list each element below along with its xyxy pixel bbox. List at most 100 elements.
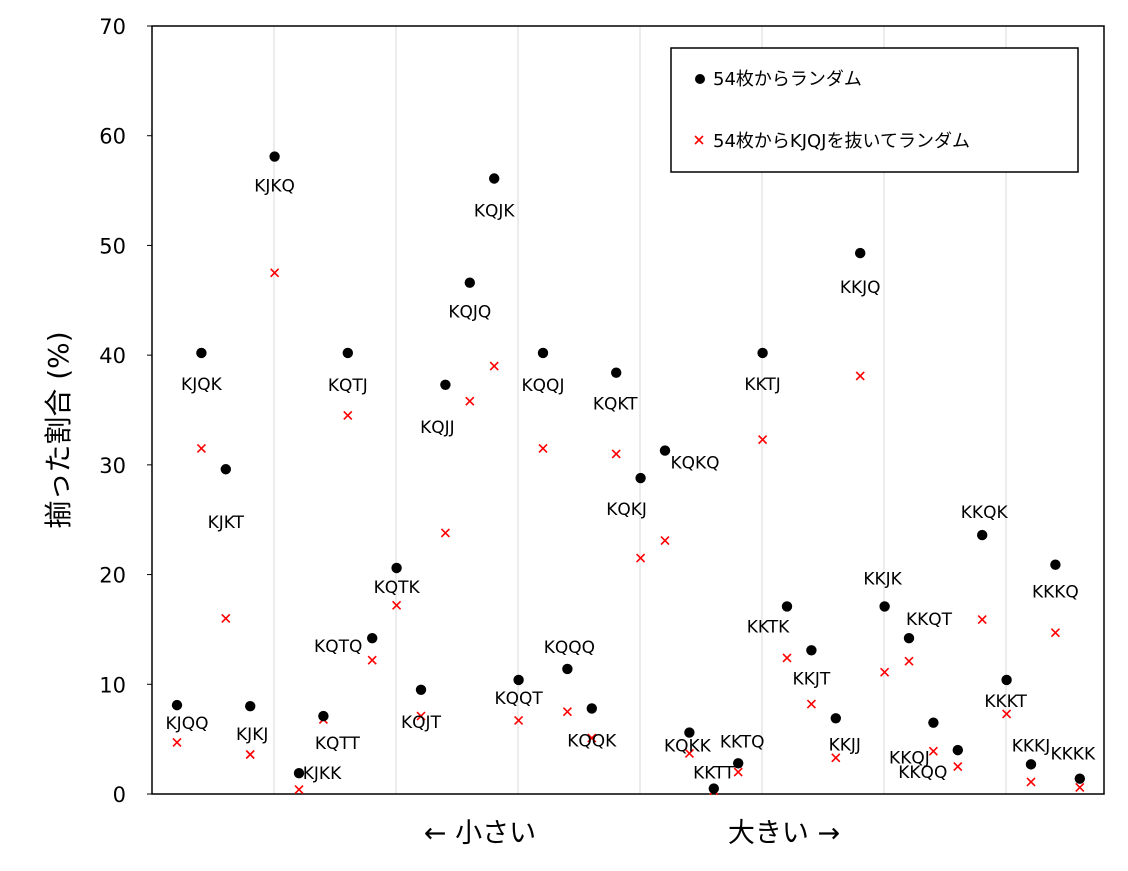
point-kkjk-random [879, 601, 890, 612]
point-kktj-random [757, 347, 768, 359]
label-kkqt: KKQT [906, 610, 953, 630]
point-kkkk-random [1074, 773, 1086, 784]
point-kkqq-excluded [953, 762, 963, 772]
point-kktq-random [733, 758, 744, 769]
label-kqqj: KQQJ [522, 376, 565, 396]
y-tick-label: 20 [99, 564, 126, 588]
point-kktk-excluded [782, 653, 792, 663]
plot-area-border [151, 25, 1105, 795]
point-kkjt-excluded [806, 699, 816, 709]
point-kjkk-random [293, 767, 305, 779]
label-kqqk: KQQK [567, 731, 617, 751]
legend-marker-series-1 [695, 74, 705, 84]
point-kkjq-excluded [855, 371, 865, 381]
point-kqqt-excluded [514, 715, 524, 726]
label-kktk: KKTK [747, 617, 790, 637]
label-kkjq: KKJQ [840, 278, 881, 298]
label-kkkj: KKKJ [1012, 736, 1050, 756]
label-kktj: KKTJ [744, 375, 780, 395]
point-kkjk-excluded [880, 667, 890, 677]
point-kjqq-random [171, 699, 183, 711]
point-kkjj-excluded [831, 753, 841, 763]
point-kkjq-random [855, 247, 866, 259]
point-kjkq-random [269, 151, 280, 162]
label-kkjk: KKJK [863, 569, 902, 589]
label-kkkq: KKKQ [1032, 583, 1079, 603]
point-kkkk-excluded [1075, 782, 1085, 792]
label-kjkj: KJKJ [236, 725, 268, 745]
point-kqqj-random [537, 347, 549, 359]
y-tick-label: 30 [99, 454, 126, 478]
point-kqjt-random [415, 684, 427, 695]
point-kqkq-excluded [660, 535, 670, 546]
y-tick-label: 0 [113, 783, 126, 807]
point-kqjt-excluded [416, 711, 426, 721]
point-kqjq-random [464, 277, 475, 288]
legend-entry-series-1: 54枚からランダム [713, 69, 862, 90]
label-kkjj: KKJJ [829, 735, 861, 755]
label-kqtj: KQTJ [328, 376, 368, 396]
label-kqqt: KQQT [494, 689, 543, 709]
point-kjkq-excluded [270, 268, 280, 278]
label-kqjk: KQJK [474, 202, 516, 222]
point-kqqj-excluded [538, 443, 548, 453]
label-kktq: KKTQ [720, 732, 765, 752]
label-kjqk: KJQK [181, 375, 223, 395]
point-kjkj-excluded [245, 749, 255, 760]
point-kkjj-random [830, 713, 841, 724]
point-kqqk-excluded [587, 733, 597, 743]
point-kqjk-random [489, 173, 500, 184]
legend-marker-series-2 [694, 135, 704, 145]
label-kkqq: KKQQ [898, 763, 947, 783]
y-tick-label: 40 [99, 344, 126, 368]
point-kjkj-random [245, 701, 256, 712]
point-kqtq-random [367, 633, 378, 644]
point-kqkt-excluded [611, 449, 621, 459]
legend-box [670, 47, 1079, 173]
point-kqqq-excluded [562, 707, 572, 717]
point-kqtt-random [318, 710, 329, 722]
label-kqtq: KQTQ [314, 637, 362, 657]
point-kkqj-random [928, 717, 939, 728]
label-kqtt: KQTT [315, 734, 361, 754]
point-kqkj-random [635, 472, 646, 484]
label-kjkt: KJKT [208, 513, 245, 533]
point-kjkt-random [220, 464, 231, 475]
point-kqjj-random [440, 379, 451, 390]
point-kkkj-random [1025, 759, 1037, 770]
point-kkkq-random [1050, 559, 1061, 570]
point-kkjt-random [806, 645, 817, 656]
point-kqjq-excluded [465, 396, 475, 406]
label-kqjt: KQJT [401, 713, 442, 733]
y-axis: 0 10 20 30 40 50 60 70 [99, 15, 152, 807]
label-kkqk: KKQK [961, 503, 1009, 523]
larger-direction-label: 大きい → [728, 818, 840, 849]
point-kqkk-excluded [684, 748, 694, 758]
point-kkqk-random [977, 529, 988, 541]
point-kkkt-random [1001, 674, 1012, 686]
point-kktt-random [708, 783, 719, 794]
point-kjqk-random [196, 347, 207, 359]
point-kkqt-random [903, 633, 915, 644]
point-kqtj-excluded [343, 410, 353, 421]
y-tick-label: 50 [99, 234, 126, 258]
label-kjkk: KJKK [303, 764, 342, 784]
label-kktt: KKTT [693, 764, 735, 784]
data-points [171, 151, 1086, 796]
label-kkkk: KKKK [1051, 745, 1096, 765]
point-kqjk-excluded [489, 361, 499, 371]
label-kqjj: KQJJ [420, 418, 455, 438]
label-kjqq: KJQQ [166, 714, 209, 734]
label-kqkq: KQKQ [670, 454, 719, 474]
label-kqkk: KQKK [664, 737, 712, 757]
point-kkkt-excluded [1002, 709, 1012, 719]
label-kjkq: KJKQ [254, 177, 295, 197]
point-kqkt-random [611, 367, 622, 378]
point-labels: KJQQ KJQK KJKT KJKJ KJKQ KJKK KQTT KQTJ KQTQ KQTK… [166, 177, 1096, 785]
point-kqtq-excluded [367, 655, 377, 665]
legend: 54枚からランダム 54枚からKJQJを抜いてランダム [670, 47, 1079, 173]
point-kqkk-random [684, 727, 695, 738]
point-kqkq-random [659, 445, 671, 456]
